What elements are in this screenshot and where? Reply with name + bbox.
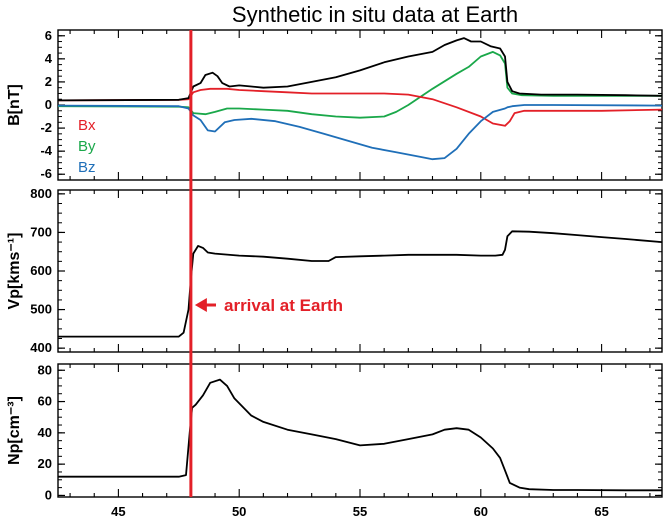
y-tick-label: -6 <box>40 166 52 181</box>
plot-frame <box>57 189 663 353</box>
legend: Bx By Bz <box>78 117 96 176</box>
y-tick-label: 0 <box>45 97 52 112</box>
arrival-marker <box>189 30 216 497</box>
legend-bz: Bz <box>78 159 96 176</box>
arrow-head <box>194 298 207 312</box>
x-tick-label: 60 <box>474 504 488 519</box>
series-line-by <box>57 51 662 119</box>
y-axis-label: Vp[kms⁻¹] <box>6 233 23 310</box>
series-line-total <box>58 230 663 338</box>
series-line-bz <box>57 104 663 161</box>
y-tick-label: 80 <box>38 362 52 377</box>
series-line-total <box>58 378 662 492</box>
y-tick-label: 600 <box>30 263 52 278</box>
legend-by: By <box>78 138 96 155</box>
y-tick-label: 2 <box>45 74 52 89</box>
y-tick-label: 4 <box>45 51 53 66</box>
x-tick-label: 45 <box>111 504 125 519</box>
y-tick-label: 800 <box>30 186 52 201</box>
series-line-total <box>57 37 663 102</box>
legend-bx: Bx <box>78 117 96 134</box>
y-tick-label: 40 <box>38 425 52 440</box>
series-line-bx <box>57 87 663 127</box>
y-axis-label: B[nT] <box>6 84 23 126</box>
y-tick-label: 6 <box>45 28 52 43</box>
magnetic-field-panel: 6 4 2 0 -2 -4 -6 B[nT] <box>6 28 663 181</box>
x-tick-label: 55 <box>353 504 367 519</box>
x-tick-label: 65 <box>594 504 608 519</box>
x-tick-label: 50 <box>232 504 246 519</box>
y-tick-label: -2 <box>40 120 52 135</box>
density-panel: 80 60 40 20 0 Np[cm⁻³] 45 50 55 60 65 <box>6 362 663 519</box>
y-axis-label: Np[cm⁻³] <box>6 396 23 465</box>
arrival-label: arrival at Earth <box>224 296 343 315</box>
y-tick-label: 20 <box>38 456 52 471</box>
y-tick-label: 400 <box>30 340 52 355</box>
chart-title: Synthetic in situ data at Earth <box>232 2 518 27</box>
y-tick-label: 500 <box>30 302 52 317</box>
y-tick-label: -4 <box>40 143 52 158</box>
y-tick-label: 0 <box>45 487 52 502</box>
y-tick-label: 60 <box>38 394 52 409</box>
velocity-panel: 800 700 600 500 400 Vp[kms⁻¹] <box>6 186 663 355</box>
y-tick-label: 700 <box>30 224 52 239</box>
